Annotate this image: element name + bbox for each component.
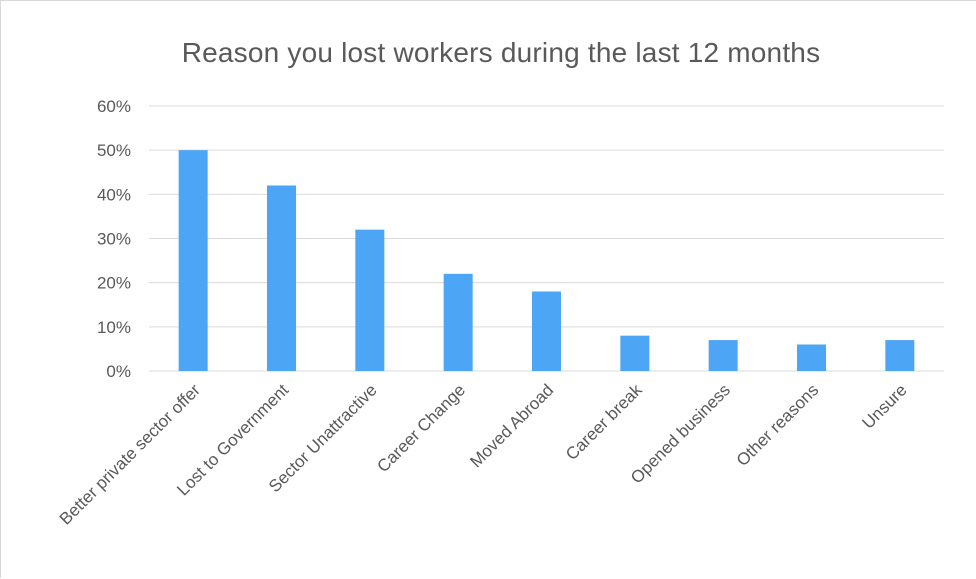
chart-title: Reason you lost workers during the last … xyxy=(181,37,821,68)
y-tick-label: 10% xyxy=(97,318,131,337)
y-tick-label: 0% xyxy=(106,362,131,381)
y-tick-label: 30% xyxy=(97,230,131,249)
bar xyxy=(885,340,915,371)
x-category-label: Better private sector offer xyxy=(56,380,204,528)
y-tick-label: 50% xyxy=(97,141,131,160)
x-category-label: Career Change xyxy=(373,380,469,476)
bar xyxy=(532,291,561,371)
y-tick-label: 20% xyxy=(97,274,131,293)
bar xyxy=(797,344,826,371)
bar xyxy=(178,150,208,371)
y-axis-ticks: 0% 10% 20% 30% 40% 50% 60% xyxy=(97,97,131,381)
y-tick-label: 40% xyxy=(97,185,131,204)
x-category-label: Unsure xyxy=(858,380,910,432)
x-category-label: Career break xyxy=(562,380,646,464)
bar xyxy=(355,229,385,371)
bar xyxy=(620,335,650,371)
y-tick-label: 60% xyxy=(97,97,131,116)
bar xyxy=(267,185,296,371)
bars xyxy=(178,150,915,371)
bar xyxy=(443,273,473,371)
x-category-label: Other reasons xyxy=(733,380,823,470)
x-category-label: Moved Abroad xyxy=(466,380,557,471)
bar xyxy=(708,340,738,371)
